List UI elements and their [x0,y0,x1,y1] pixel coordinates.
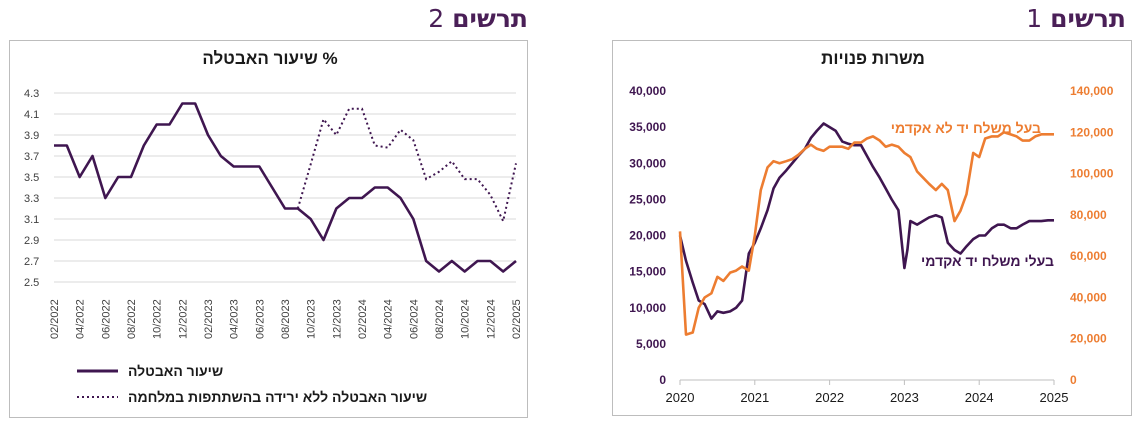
left-tick-label: 25,000 [629,192,666,206]
annotation-academic: בעלי משלח יד אקדמי [921,253,1054,269]
x-tick-label: 12/2022 [177,299,189,339]
series-line-unemployment [54,102,517,273]
figure-2-heading: תרשים 2 [428,4,528,33]
right-tick-label: 80,000 [1070,208,1107,222]
x-axis-ticks: 02/2022 04/2022 06/2022 08/2022 10/2022 12/20… [49,299,523,339]
right-tick-label: 40,000 [1070,290,1107,304]
x-tick-label: 02/2023 [203,299,215,339]
x-tick-label: 10/2024 [460,299,472,339]
left-tick-label: 20,000 [629,229,666,243]
figure-1-heading: תרשים 1 [1026,4,1126,33]
left-tick-label: 10,000 [629,301,666,315]
series-line-academic [678,122,1054,320]
right-tick-label: 60,000 [1070,249,1107,263]
annotation-non-academic: בעל משלח יד לא אקדמי [891,120,1041,136]
y-tick-label: 3.1 [24,214,39,226]
right-tick-label: 0 [1070,373,1077,387]
y-tick-label: 4.1 [24,109,39,121]
right-tick-label: 100,000 [1070,167,1114,181]
chart-title: משרות פנויות [821,49,925,68]
right-axis-ticks: 0 20,000 40,000 60,000 80,000 100,000 120,000 1… [680,84,1114,387]
left-tick-label: 30,000 [629,156,666,170]
right-tick-label: 120,000 [1070,125,1114,139]
x-tick-label: 2023 [890,390,919,405]
y-tick-label: 2.7 [24,256,39,268]
right-tick-label: 140,000 [1070,84,1114,98]
x-tick-label: 08/2023 [280,299,292,339]
unemployment-chart-panel: שיעור האבטלה % 2.5 2.7 2.9 3.1 3.3 3.5 3.7 3.9 4… [9,40,528,418]
x-axis-ticks: 2020 2021 2022 2023 2024 2025 [666,380,1069,405]
figure-word: תרשים [452,4,528,33]
y-tick-label: 3.3 [24,193,39,205]
x-tick-label: 12/2023 [331,299,343,339]
left-tick-label: 5,000 [636,337,666,351]
y-tick-label: 3.5 [24,172,39,184]
x-tick-label: 04/2024 [383,299,395,339]
x-tick-label: 02/2025 [511,299,523,339]
right-tick-label: 20,000 [1070,332,1107,346]
x-tick-label: 08/2022 [126,299,138,339]
x-tick-label: 12/2024 [485,299,497,339]
y-tick-label: 3.9 [24,130,39,142]
figure-number: 1 [1026,4,1043,33]
x-tick-label: 2025 [1040,390,1069,405]
x-tick-label: 08/2024 [434,299,446,339]
series-group [678,122,1054,336]
vacancies-chart: משרות פנויות 0 5,000 10,000 15,000 20,000 25,… [629,49,1114,405]
x-tick-label: 02/2024 [357,299,369,339]
y-tick-label: 2.9 [24,235,39,247]
left-tick-label: 0 [659,373,666,387]
figure-word: תרשים [1050,4,1126,33]
series-line-non-academic [678,130,1054,336]
series-line-adjusted [296,107,517,225]
y-tick-label: 4.3 [24,88,39,100]
x-tick-label: 2021 [740,390,769,405]
y-tick-label: 2.5 [24,277,39,289]
legend-label-adjusted: שיעור האבטלה ללא ירידה בהשתתפות במלחמה [128,389,427,405]
series-group [54,102,517,273]
left-axis-ticks: 0 5,000 10,000 15,000 20,000 25,000 30,000 35,0… [629,84,666,387]
x-tick-label: 04/2023 [229,299,241,339]
legend: שיעור האבטלה שיעור האבטלה ללא ירידה בהשת… [77,363,427,405]
x-tick-label: 2020 [666,390,695,405]
x-tick-label: 04/2022 [75,299,87,339]
unemployment-chart: שיעור האבטלה % 2.5 2.7 2.9 3.1 3.3 3.5 3.7 3.9 4… [24,49,523,405]
vacancies-chart-panel: משרות פנויות 0 5,000 10,000 15,000 20,000 25,… [612,40,1132,416]
grid-lines [54,92,516,283]
x-tick-label: 06/2022 [100,299,112,339]
chart-title: שיעור האבטלה % [202,49,337,68]
x-tick-label: 10/2023 [306,299,318,339]
x-tick-label: 02/2022 [49,299,61,339]
y-axis-ticks: 2.5 2.7 2.9 3.1 3.3 3.5 3.7 3.9 4.1 4.3 [24,88,39,289]
legend-label-unemployment: שיעור האבטלה [128,363,223,379]
x-tick-label: 06/2023 [254,299,266,339]
x-tick-label: 2022 [815,390,844,405]
x-tick-label: 06/2024 [408,299,420,339]
x-tick-label: 2024 [965,390,994,405]
y-tick-label: 3.7 [24,151,39,163]
left-tick-label: 15,000 [629,265,666,279]
left-tick-label: 35,000 [629,120,666,134]
x-tick-label: 10/2022 [152,299,164,339]
figure-number: 2 [428,4,445,33]
left-tick-label: 40,000 [629,84,666,98]
